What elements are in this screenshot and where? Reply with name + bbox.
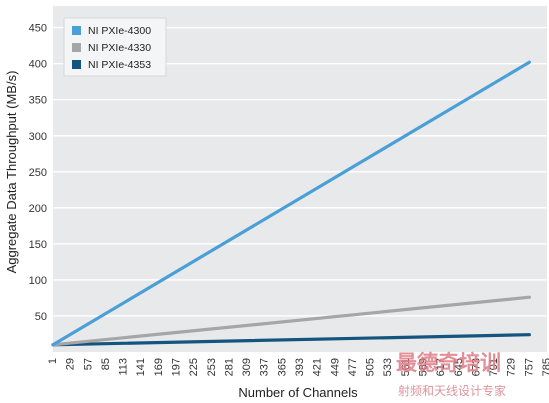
legend-label: NI PXIe-4330 — [88, 42, 151, 54]
y-tick-label: 400 — [29, 59, 47, 71]
x-tick-label: 449 — [329, 358, 341, 376]
x-tick-label: 169 — [153, 358, 165, 376]
y-tick-label: 300 — [29, 131, 47, 143]
watermark-main-text: 最德奇培训 — [396, 351, 501, 375]
y-axis-ticks: 50 100 150 200 250 300 350 400 450 — [29, 23, 47, 323]
x-tick-label: 253 — [206, 358, 218, 376]
x-tick-label: 29 — [65, 358, 77, 370]
y-axis-title: Aggregate Data Throughput (MB/s) — [4, 71, 19, 274]
legend: NI PXIe-4300 NI PXIe-4330 NI PXIe-4353 — [64, 18, 166, 76]
x-tick-label: 337 — [259, 358, 271, 376]
x-tick-label: 141 — [135, 358, 147, 376]
x-tick-label: 309 — [241, 358, 253, 376]
y-tick-label: 150 — [29, 239, 47, 251]
watermark-sub-text: 射频和天线设计专家 — [398, 383, 506, 398]
x-tick-label: 1 — [47, 358, 59, 364]
x-tick-label: 505 — [365, 358, 377, 376]
y-tick-label: 200 — [29, 203, 47, 215]
y-tick-label: 350 — [29, 95, 47, 107]
x-tick-label: 197 — [171, 358, 183, 376]
legend-swatch — [72, 60, 81, 69]
y-tick-label: 250 — [29, 167, 47, 179]
x-tick-label: 281 — [223, 358, 235, 376]
x-tick-label: 85 — [100, 358, 112, 370]
legend-label: NI PXIe-4353 — [88, 59, 151, 71]
y-tick-label: 100 — [29, 275, 47, 287]
x-tick-label: 729 — [506, 358, 518, 376]
x-tick-label: 393 — [294, 358, 306, 376]
x-tick-label: 421 — [312, 358, 324, 376]
x-tick-label: 533 — [382, 358, 394, 376]
watermark: 最德奇培训 射频和天线设计专家 — [396, 351, 506, 398]
y-tick-label: 50 — [35, 311, 47, 323]
x-tick-label: 57 — [82, 358, 94, 370]
x-tick-label: 225 — [188, 358, 200, 376]
legend-label: NI PXIe-4300 — [88, 25, 151, 37]
x-tick-label: 477 — [347, 358, 359, 376]
y-tick-label: 450 — [29, 23, 47, 35]
x-tick-label: 113 — [118, 358, 130, 376]
x-tick-label: 785 — [541, 358, 549, 376]
legend-swatch — [72, 26, 81, 35]
x-tick-label: 757 — [523, 358, 535, 376]
x-tick-label: 365 — [276, 358, 288, 376]
x-axis-title: Number of Channels — [238, 385, 358, 400]
legend-swatch — [72, 43, 81, 52]
